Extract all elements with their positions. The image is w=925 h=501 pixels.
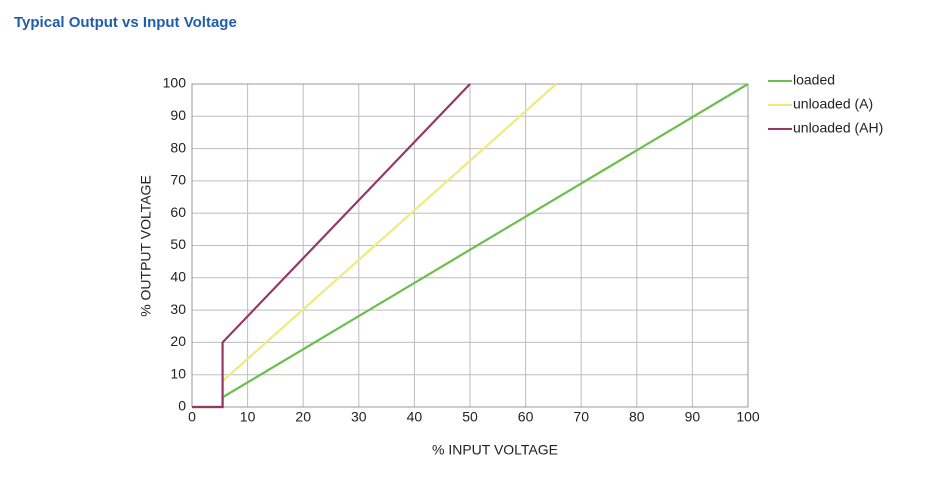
y-tick-label: 30 xyxy=(170,301,186,317)
legend-label: unloaded (A) xyxy=(793,96,873,112)
y-tick-label: 20 xyxy=(170,333,186,349)
x-tick-label: 100 xyxy=(736,409,760,425)
x-tick-label: 50 xyxy=(462,409,478,425)
y-axis-label: % OUTPUT VOLTAGE xyxy=(138,175,154,317)
x-tick-label: 30 xyxy=(351,409,367,425)
y-tick-label: 60 xyxy=(170,204,186,220)
x-tick-label: 60 xyxy=(518,409,534,425)
legend-label: unloaded (AH) xyxy=(793,120,883,136)
y-tick-label: 50 xyxy=(170,236,186,252)
y-tick-label: 70 xyxy=(170,172,186,188)
y-tick-label: 80 xyxy=(170,139,186,155)
x-tick-label: 40 xyxy=(407,409,423,425)
x-tick-label: 20 xyxy=(295,409,311,425)
y-tick-label: 0 xyxy=(178,398,186,414)
line-series xyxy=(192,83,471,409)
x-tick-label: 10 xyxy=(240,409,256,425)
chart-title: Typical Output vs Input Voltage xyxy=(14,14,237,31)
x-tick-label: 0 xyxy=(188,409,196,425)
y-tick-label: 100 xyxy=(163,75,187,91)
x-tick-label: 70 xyxy=(573,409,589,425)
y-tick-label: 10 xyxy=(170,365,186,381)
y-tick-label: 90 xyxy=(170,107,186,123)
x-tick-label: 90 xyxy=(685,409,701,425)
y-tick-label: 40 xyxy=(170,269,186,285)
x-tick-label: 80 xyxy=(629,409,645,425)
legend-label: loaded xyxy=(793,72,835,88)
x-axis-label: % INPUT VOLTAGE xyxy=(432,442,558,458)
